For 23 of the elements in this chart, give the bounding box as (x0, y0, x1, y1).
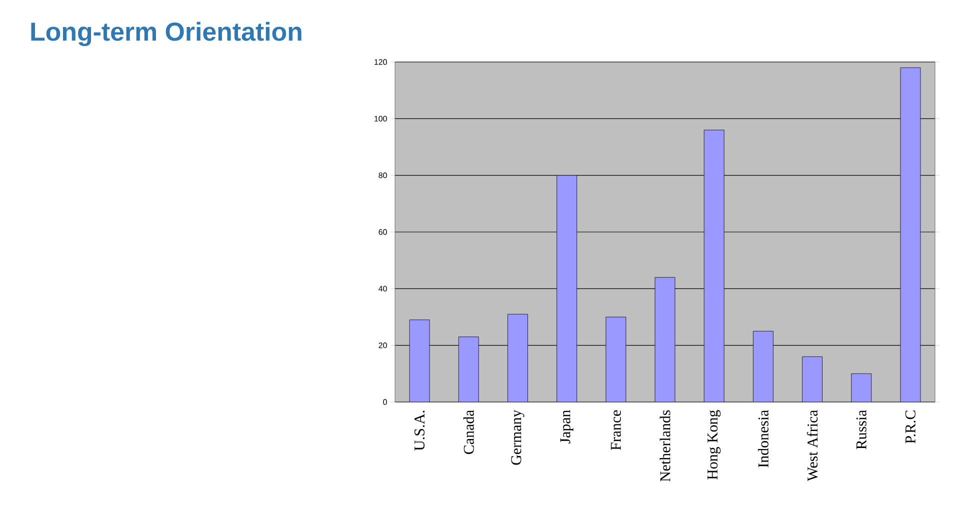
x-tick-label: West Africa (806, 410, 818, 482)
x-tick-label: Canada (463, 410, 474, 454)
bar (458, 336, 479, 402)
bar (900, 67, 921, 402)
x-tick-label: P.R.C (905, 410, 916, 444)
x-tick-label: Japan (560, 410, 574, 444)
bar (508, 314, 528, 402)
bar (556, 175, 578, 402)
bar (802, 356, 822, 402)
x-tick-label: Indonesia (758, 410, 768, 468)
x-tick-label: Russia (856, 410, 866, 450)
x-tick-label: U.S.A. (414, 410, 425, 451)
bar (409, 320, 430, 402)
x-tick-label: Netherlands (660, 410, 670, 482)
x-tick-label: France (610, 410, 621, 450)
x-tick-label: Germany (511, 410, 524, 465)
x-tick-label: Hong Kong (708, 410, 721, 480)
bar (851, 373, 872, 402)
bar (654, 277, 676, 402)
bar (752, 330, 774, 402)
text: Long-term Orientation (31, 22, 302, 46)
bar (704, 130, 724, 402)
bar (606, 316, 626, 402)
